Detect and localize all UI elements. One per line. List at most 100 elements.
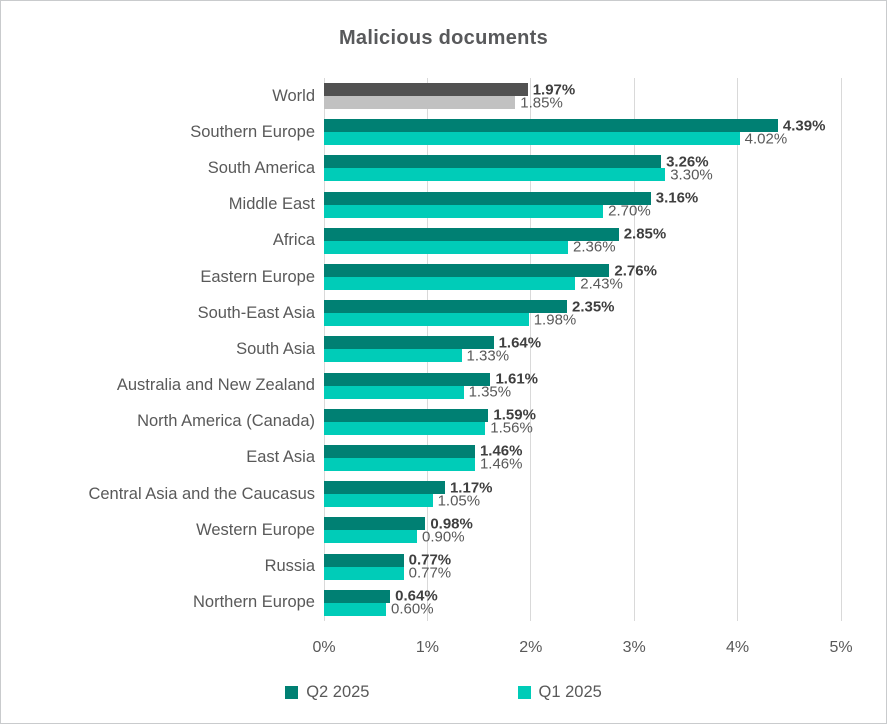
gridline xyxy=(530,78,532,621)
plot-area: 1.97% 1.85% 4.39% 4.02% 3.26% 3.30% 3.16% 2.70%… xyxy=(323,78,842,621)
bar-q2-2025: 4.39% xyxy=(324,118,825,133)
category-label: East Asia xyxy=(246,448,315,467)
bar-q1-2025: 2.70% xyxy=(324,204,651,219)
gridline xyxy=(840,78,842,621)
category-label: Eastern Europe xyxy=(200,267,315,286)
bar-q1-2025: 0.77% xyxy=(324,566,451,581)
legend-swatch xyxy=(517,685,531,699)
bar-group-row: 1.61% 1.35% xyxy=(324,368,841,404)
bar-group-row: 2.35% 1.98% xyxy=(324,295,841,331)
value-label: 0.60% xyxy=(391,600,434,618)
value-label: 4.39% xyxy=(782,117,826,135)
x-axis: 0% 1% 2% 3% 4% 5% xyxy=(312,635,852,661)
value-label: 1.33% xyxy=(466,347,510,365)
value-label: 3.16% xyxy=(655,189,699,207)
bar-group-row: 1.64% 1.33% xyxy=(324,331,841,367)
bar-group-row: 0.98% 0.90% xyxy=(324,512,841,548)
bar-group-row: 1.59% 1.56% xyxy=(324,404,841,440)
category-label: Australia and New Zealand xyxy=(116,376,315,395)
value-label: 1.05% xyxy=(437,492,481,510)
value-label: 2.70% xyxy=(608,202,651,220)
bar-group-row: 2.76% 2.43% xyxy=(324,259,841,295)
bar-q1-2025: 2.36% xyxy=(324,240,616,255)
category-column: World Southern Europe South America Middle … xyxy=(9,78,324,621)
value-label: 3.30% xyxy=(670,166,713,184)
bar-group-row: 2.85% 2.36% xyxy=(324,223,841,259)
bar-q1-2025: 1.56% xyxy=(324,421,533,436)
bar-q2-2025: 3.16% xyxy=(324,191,698,206)
x-tick-label: 2% xyxy=(519,638,543,656)
value-label: 2.85% xyxy=(623,225,667,243)
category-label: Central Asia and the Caucasus xyxy=(88,484,315,503)
value-label: 1.85% xyxy=(520,94,563,112)
gridline xyxy=(737,78,739,621)
x-tick-label: 3% xyxy=(622,638,646,656)
bar-q1-2025: 1.98% xyxy=(324,312,576,327)
value-label: 2.43% xyxy=(580,275,623,293)
legend: Q2 2025 Q1 2025 xyxy=(1,683,886,702)
value-label: 1.64% xyxy=(498,334,542,352)
x-tick-label: 1% xyxy=(415,638,439,656)
bar-q1-2025: 1.35% xyxy=(324,385,511,400)
value-label: 1.56% xyxy=(490,419,533,437)
value-label: 1.61% xyxy=(495,370,539,388)
category-label: North America (Canada) xyxy=(137,412,315,431)
value-label: 2.76% xyxy=(614,262,657,280)
value-label: 1.59% xyxy=(493,406,536,424)
bar-group-row: 1.46% 1.46% xyxy=(324,440,841,476)
category-label: Southern Europe xyxy=(190,122,315,141)
x-tick-label: 4% xyxy=(726,638,750,656)
category-label: World xyxy=(272,86,315,105)
bar-q2-2025: 1.46% xyxy=(324,444,523,459)
chart-title: Malicious documents xyxy=(338,27,549,49)
bar-q1-2025: 2.43% xyxy=(324,276,623,291)
value-label: 0.77% xyxy=(408,564,452,582)
category-label: Middle East xyxy=(228,195,315,214)
bar-q1-2025: 4.02% xyxy=(324,131,787,146)
bar-q1-2025: 1.46% xyxy=(324,457,523,472)
bar-group-row: 4.39% 4.02% xyxy=(324,114,841,150)
x-tick-label: 0% xyxy=(312,638,336,656)
value-label: 1.17% xyxy=(449,479,493,497)
bar-q1-2025: 1.33% xyxy=(324,348,509,363)
value-label: 1.46% xyxy=(479,442,523,460)
legend-item: Q1 2025 xyxy=(517,682,602,702)
bar-q1-2025: 1.85% xyxy=(324,95,563,110)
bar-q2-2025: 1.97% xyxy=(324,82,575,97)
bar-q2-2025: 0.98% xyxy=(324,516,473,531)
bar-group-row: 1.17% 1.05% xyxy=(324,476,841,512)
value-label: 0.98% xyxy=(430,515,473,533)
value-label: 0.77% xyxy=(408,551,452,569)
category-label: South America xyxy=(207,158,315,177)
value-label: 1.98% xyxy=(533,311,577,329)
value-label: 1.35% xyxy=(468,383,512,401)
category-label: Russia xyxy=(264,557,315,576)
bar-q2-2025: 1.61% xyxy=(324,372,538,387)
bar-group-row: 1.97% 1.85% xyxy=(324,78,841,114)
bar-q1-2025: 1.05% xyxy=(324,493,480,508)
bar-group-row: 3.26% 3.30% xyxy=(324,150,841,186)
legend-swatch xyxy=(285,685,299,699)
bar-q2-2025: 1.64% xyxy=(324,335,541,350)
legend-item: Q2 2025 xyxy=(285,682,370,702)
bar-group-row: 0.77% 0.77% xyxy=(324,548,841,584)
bar-q2-2025: 1.17% xyxy=(324,480,493,495)
legend-label: Q1 2025 xyxy=(538,682,602,701)
category-label: Northern Europe xyxy=(193,593,315,612)
value-label: 2.36% xyxy=(573,238,616,256)
bar-chart: World Southern Europe South America Middle … xyxy=(9,78,886,621)
x-tick-label: 5% xyxy=(829,638,853,656)
legend-label: Q2 2025 xyxy=(306,682,370,701)
gridline xyxy=(633,78,635,621)
category-label: South-East Asia xyxy=(197,303,315,322)
bar-q2-2025: 1.59% xyxy=(324,408,536,423)
bar-q1-2025: 0.90% xyxy=(324,529,465,544)
bar-group-row: 0.64% 0.60% xyxy=(324,585,841,621)
bar-q2-2025: 2.35% xyxy=(324,299,615,314)
category-label: Western Europe xyxy=(196,520,315,539)
category-label: South Asia xyxy=(236,339,315,358)
bar-q2-2025: 2.85% xyxy=(324,227,666,242)
bar-q1-2025: 0.60% xyxy=(324,602,434,617)
value-label: 2.35% xyxy=(571,298,615,316)
